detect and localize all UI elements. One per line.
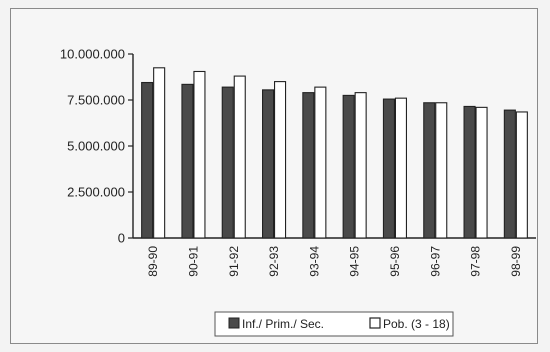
bar-series-0-92-93 — [262, 89, 275, 239]
y-tick-label: 10.000.000 — [60, 47, 125, 62]
bar-series-0-89-90 — [141, 81, 154, 239]
bar-series-1-98-99 — [515, 111, 528, 239]
bar-series-1-94-95 — [354, 92, 367, 239]
x-tick-label: 94-95 — [348, 246, 362, 277]
y-tick-label: 0 — [118, 231, 125, 246]
legend-label-series-1: Pob. (3 - 18) — [383, 317, 450, 331]
bar-series-0-95-96 — [382, 98, 396, 239]
chart-frame: 0 2.500.000 5.000.000 7.500.000 10.000.000 89… — [10, 8, 538, 344]
x-tick-label: 93-94 — [307, 246, 321, 277]
bar-chart: 0 2.500.000 5.000.000 7.500.000 10.000.000 89… — [60, 47, 536, 337]
x-tick-label: 90-91 — [186, 246, 200, 277]
bar-series-1-92-93 — [273, 81, 287, 239]
legend-label-series-0: Inf./ Prim./ Sec. — [242, 317, 324, 331]
bar-series-1-91-92 — [233, 75, 246, 239]
bar-series-1-89-90 — [153, 67, 166, 239]
x-tick-label: 92-93 — [267, 246, 281, 277]
x-tick-label: 95-96 — [388, 246, 402, 277]
bar-series-0-96-97 — [423, 102, 436, 239]
x-tick-label: 98-99 — [509, 246, 523, 277]
x-tick-label: 96-97 — [428, 246, 442, 277]
x-tick-label: 91-92 — [227, 246, 241, 277]
legend: Inf./ Prim./ Sec. Pob. (3 - 18) — [214, 311, 454, 337]
legend-swatch-series-0 — [228, 317, 240, 329]
bar-series-1-97-98 — [475, 106, 488, 239]
bar-series-0-90-91 — [181, 83, 194, 239]
bar-series-1-93-94 — [314, 86, 327, 239]
bar-series-0-93-94 — [302, 92, 315, 239]
y-tick-label: 2.500.000 — [67, 185, 125, 200]
bar-series-1-90-91 — [193, 70, 206, 239]
y-tick-label: 7.500.000 — [67, 93, 125, 108]
y-tick-label: 5.000.000 — [67, 139, 125, 154]
bar-series-0-91-92 — [221, 86, 234, 239]
bar-series-1-96-97 — [435, 102, 448, 239]
bar-series-1-95-96 — [394, 97, 408, 239]
bar-series-0-94-95 — [342, 94, 355, 239]
legend-swatch-series-1 — [369, 317, 381, 329]
x-tick-label: 97-98 — [469, 246, 483, 277]
x-tick-label: 89-90 — [146, 246, 160, 277]
bar-series-0-98-99 — [503, 109, 516, 239]
bar-series-0-97-98 — [463, 105, 476, 239]
legend-box — [214, 311, 454, 337]
